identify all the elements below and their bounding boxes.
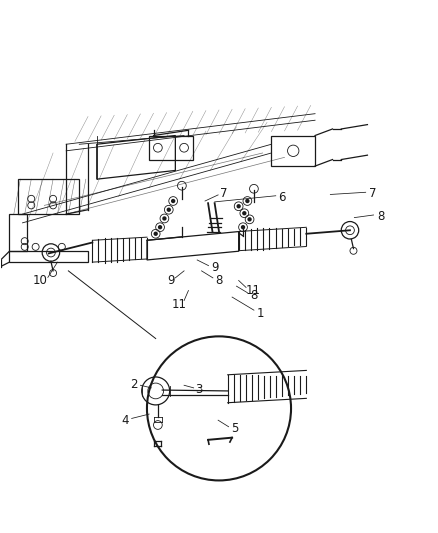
Text: 10: 10 (32, 274, 47, 287)
Text: 7: 7 (369, 187, 376, 200)
Circle shape (247, 217, 252, 222)
Text: 1: 1 (257, 307, 264, 320)
Text: 8: 8 (215, 274, 223, 287)
Circle shape (241, 225, 245, 229)
Text: 7: 7 (219, 187, 227, 200)
Text: 4: 4 (121, 414, 129, 427)
Circle shape (153, 231, 158, 236)
Circle shape (158, 225, 162, 229)
Circle shape (245, 199, 250, 203)
Text: 5: 5 (231, 423, 239, 435)
Circle shape (237, 204, 241, 208)
Circle shape (242, 211, 247, 215)
Circle shape (171, 199, 175, 203)
Text: 8: 8 (250, 289, 258, 302)
Text: 2: 2 (130, 378, 138, 391)
Text: 11: 11 (171, 297, 186, 311)
Circle shape (162, 216, 166, 221)
Text: 6: 6 (279, 191, 286, 204)
Text: 9: 9 (167, 274, 175, 287)
Text: 3: 3 (196, 383, 203, 396)
Circle shape (166, 207, 171, 212)
Text: 9: 9 (211, 261, 219, 274)
Text: 11: 11 (246, 284, 261, 296)
Text: 8: 8 (377, 210, 384, 223)
